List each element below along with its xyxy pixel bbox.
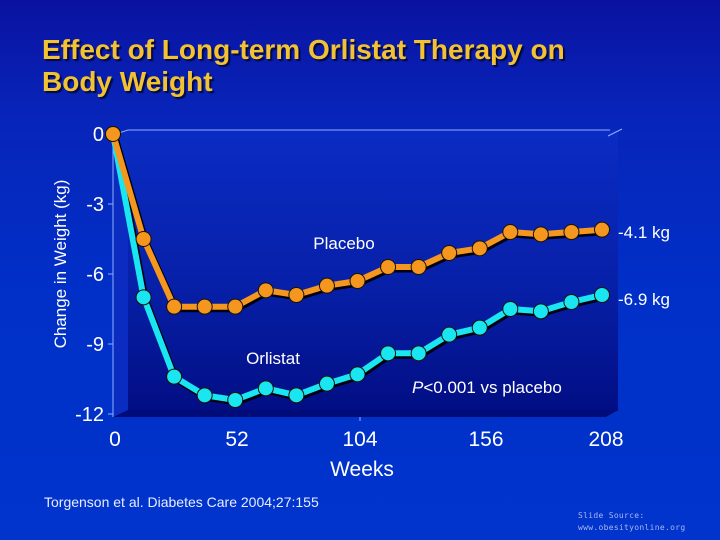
data-point	[441, 245, 458, 261]
orlistat-end-label: -6.9 kg	[618, 290, 670, 309]
y-axis-ticks: 0 -3 -6 -9 -12	[75, 124, 113, 426]
x-tick-label: 104	[342, 428, 377, 451]
data-point	[227, 298, 244, 315]
y-tick-label: -9	[86, 334, 104, 356]
x-tick-label: 52	[225, 428, 248, 451]
y-tick-label: -3	[86, 194, 104, 216]
p-value-text: <0.001 vs placebo	[423, 378, 561, 397]
data-point	[318, 277, 335, 294]
data-point	[227, 392, 244, 408]
data-point	[257, 380, 274, 397]
data-point	[471, 319, 488, 336]
data-point	[563, 224, 580, 240]
slide-title-line-2: Body Weight	[42, 66, 213, 97]
p-value-italic: P	[412, 378, 424, 397]
x-tick-label: 0	[109, 428, 121, 451]
x-tick-label: 156	[468, 428, 503, 451]
data-point	[502, 224, 519, 240]
slide-source: Slide Source: www.obesityonline.org	[578, 510, 685, 534]
data-point	[166, 298, 183, 315]
data-point	[502, 301, 519, 317]
slide-source-url: www.obesityonline.org	[578, 523, 686, 532]
data-point	[410, 345, 427, 362]
data-point	[105, 126, 121, 142]
series-layer	[105, 126, 610, 408]
data-point	[257, 282, 274, 299]
data-point	[532, 303, 549, 320]
x-axis-ticks: 0 52 104 156 208	[109, 428, 623, 451]
data-point	[532, 226, 549, 243]
citation: Torgenson et al. Diabetes Care 2004;27:1…	[44, 494, 319, 510]
data-point	[288, 287, 305, 303]
data-point	[196, 298, 213, 315]
y-tick-label: 0	[93, 124, 104, 146]
plot-floor	[113, 410, 618, 417]
data-point	[349, 366, 366, 383]
data-point	[471, 240, 488, 257]
data-point	[380, 345, 397, 362]
placebo-end-label: -4.1 kg	[618, 223, 670, 242]
data-point	[441, 326, 458, 343]
data-point	[594, 221, 610, 238]
data-point	[594, 287, 610, 303]
y-tick-label: -12	[75, 404, 104, 426]
orlistat-label: Orlistat	[246, 349, 300, 368]
series-placebo	[105, 126, 610, 315]
x-tick-label: 208	[588, 428, 623, 451]
data-point	[563, 294, 580, 310]
data-point	[135, 231, 152, 247]
data-point	[196, 387, 213, 404]
slide-title: Effect of Long-term Orlistat Therapy on …	[42, 34, 682, 98]
data-point	[166, 368, 183, 385]
data-point	[318, 375, 335, 392]
x-axis-label: Weeks	[330, 458, 394, 481]
y-tick-label: -6	[86, 264, 104, 286]
data-point	[380, 259, 397, 275]
placebo-label: Placebo	[313, 234, 374, 253]
data-point	[135, 289, 152, 306]
y-axis-label: Change in Weight (kg)	[51, 180, 70, 349]
data-point	[288, 387, 305, 404]
plot-top-right-corner	[607, 128, 623, 137]
data-point	[410, 259, 427, 275]
data-point	[349, 273, 366, 289]
p-value-annotation: P<0.001 vs placebo	[412, 378, 562, 397]
slide-title-line-1: Effect of Long-term Orlistat Therapy on	[42, 34, 565, 65]
slide-source-label: Slide Source:	[578, 511, 645, 520]
